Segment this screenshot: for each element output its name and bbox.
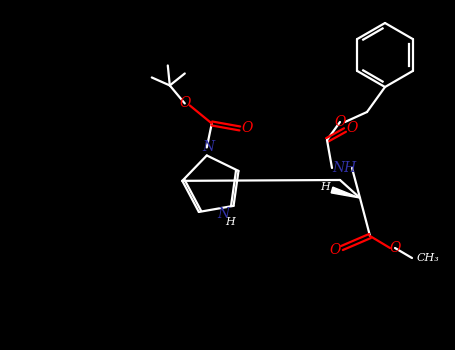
Polygon shape (331, 187, 360, 198)
Text: H: H (225, 217, 234, 227)
Text: O: O (389, 241, 401, 255)
Text: H: H (320, 182, 330, 192)
Text: O: O (179, 97, 191, 111)
Text: N: N (203, 140, 215, 154)
Text: CH₃: CH₃ (417, 253, 440, 263)
Text: NH: NH (332, 161, 356, 175)
Text: O: O (346, 121, 358, 135)
Text: O: O (241, 121, 253, 135)
Text: O: O (329, 243, 341, 257)
Text: N: N (217, 207, 230, 221)
Text: O: O (334, 115, 346, 129)
